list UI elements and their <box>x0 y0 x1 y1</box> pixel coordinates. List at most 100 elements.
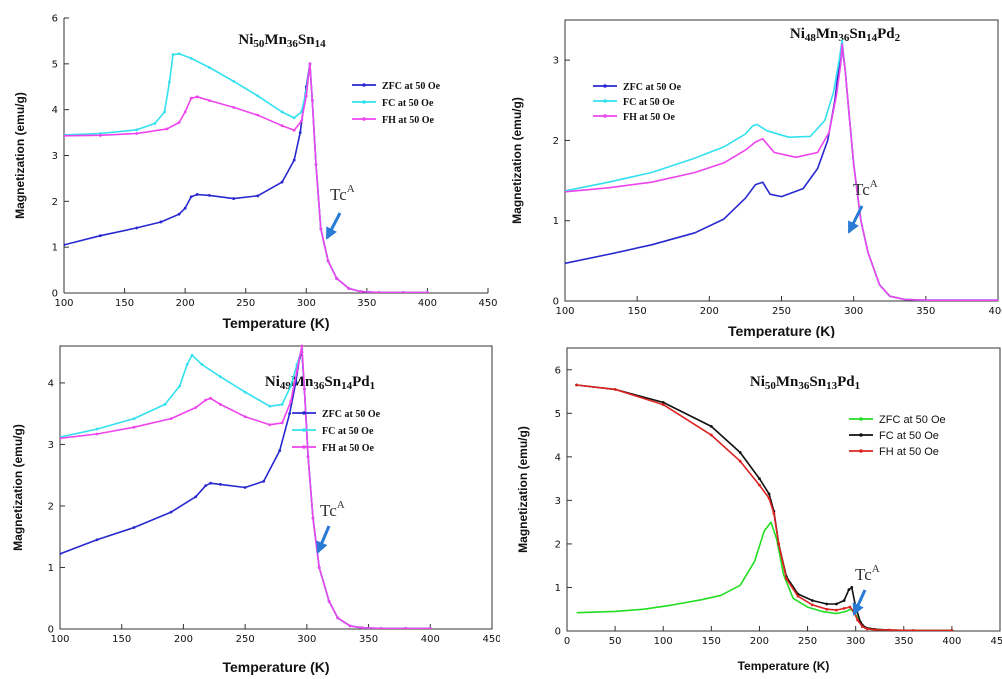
data-point <box>848 605 852 609</box>
chart-title: Ni50Mn36Sn14 <box>238 32 326 50</box>
data-point <box>314 163 318 167</box>
data-point <box>232 197 236 200</box>
y-tick-label: 3 <box>553 56 559 67</box>
data-point <box>335 276 338 280</box>
data-point <box>298 131 302 134</box>
data-point <box>177 52 181 56</box>
data-point <box>856 618 859 622</box>
legend-marker <box>302 428 306 432</box>
x-tick-label: 450 <box>478 298 497 309</box>
legend-label: FC at 50 Oe <box>382 98 434 109</box>
legend-label: ZFC at 50 Oe <box>623 82 682 93</box>
data-point <box>194 495 198 499</box>
data-point <box>319 227 323 231</box>
data-point <box>195 193 199 196</box>
data-point <box>209 481 212 485</box>
data-point <box>292 128 296 132</box>
y-tick-label: 0 <box>52 289 58 300</box>
legend-label: FC at 50 Oe <box>322 426 374 437</box>
data-point <box>189 56 193 60</box>
y-tick-label: 3 <box>555 496 561 507</box>
data-point <box>758 477 761 481</box>
data-point <box>219 403 222 406</box>
data-point <box>738 459 742 463</box>
x-tick-label: 150 <box>115 298 134 309</box>
data-point <box>60 436 62 440</box>
legend-label: FC at 50 Oe <box>623 97 675 108</box>
tc-arrow-head <box>852 602 864 616</box>
data-point <box>310 99 314 102</box>
x-tick-label: 400 <box>988 306 1002 317</box>
data-point <box>195 95 199 99</box>
y-tick-label: 0 <box>553 297 559 308</box>
data-point <box>163 110 166 114</box>
x-tick-label: 450 <box>482 634 500 645</box>
data-point <box>189 195 193 199</box>
x-tick-label: 50 <box>609 636 622 647</box>
data-point <box>738 451 742 454</box>
y-tick-label: 5 <box>52 59 58 70</box>
data-point <box>183 206 187 210</box>
data-point <box>256 113 260 117</box>
x-tick-label: 150 <box>702 636 721 647</box>
x-tick-label: 400 <box>421 634 440 645</box>
y-tick-label: 3 <box>52 151 58 162</box>
tc-arrow-head <box>326 226 337 240</box>
plot-area <box>60 344 432 629</box>
data-point <box>796 594 800 598</box>
data-point <box>784 577 788 581</box>
data-point <box>613 387 617 391</box>
legend-marker <box>859 417 863 421</box>
data-point <box>171 53 175 57</box>
legend-marker <box>362 100 366 104</box>
x-tick-label: 300 <box>297 634 316 645</box>
data-point <box>359 290 363 293</box>
data-point <box>256 94 260 98</box>
data-point <box>300 344 304 348</box>
plot-area <box>575 383 954 631</box>
data-point <box>256 194 260 198</box>
y-tick-label: 6 <box>555 365 561 376</box>
chart-panel-2: 100 150 200 250 300 350 400 0 1 2 3 Temperature (K)… <box>510 19 1002 338</box>
data-point <box>379 626 383 629</box>
data-point <box>278 449 282 452</box>
x-tick-label: 100 <box>50 634 69 645</box>
chart-panel-1: 100 150 200 250 300 350 400 450 0 1 2 3 4 5 6 Temperatu… <box>13 14 498 332</box>
data-point <box>169 510 173 514</box>
data-point <box>327 599 331 603</box>
y-tick-label: 0 <box>48 625 54 636</box>
x-tick-label: 250 <box>798 636 817 647</box>
legend-marker <box>302 411 306 415</box>
data-point <box>767 496 771 500</box>
legend-label: FH at 50 Oe <box>322 443 374 454</box>
data-point <box>842 606 846 610</box>
data-point <box>825 607 829 611</box>
legend-marker <box>859 449 863 453</box>
data-point <box>428 626 432 629</box>
data-point <box>190 353 194 357</box>
y-tick-label: 2 <box>555 539 561 550</box>
series-line-1 <box>60 351 431 629</box>
data-point <box>204 398 208 402</box>
data-point <box>200 363 204 366</box>
y-axis-title: Magnetization (emu/g) <box>13 92 27 219</box>
y-tick-label: 6 <box>52 14 58 25</box>
x-tick-label: 150 <box>112 634 131 645</box>
legend-label: FH at 50 Oe <box>623 112 675 123</box>
tc-annotation: TcA <box>320 499 345 520</box>
data-point <box>183 110 187 114</box>
data-point <box>135 132 139 135</box>
y-tick-label: 1 <box>52 243 58 254</box>
data-point <box>401 291 405 293</box>
data-point <box>835 602 838 606</box>
data-point <box>280 110 284 114</box>
data-point <box>204 484 208 488</box>
data-point <box>159 220 163 224</box>
data-point <box>177 121 181 124</box>
legend-marker <box>859 433 863 437</box>
legend-marker <box>603 99 607 103</box>
data-point <box>232 79 236 83</box>
data-point <box>153 122 157 125</box>
y-tick-label: 4 <box>48 378 54 389</box>
